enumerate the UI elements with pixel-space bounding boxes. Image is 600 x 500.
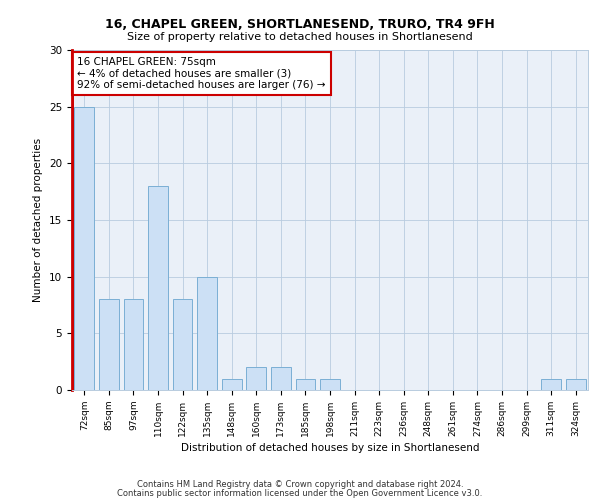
Bar: [124, 300, 143, 390]
Text: Contains HM Land Registry data © Crown copyright and database right 2024.: Contains HM Land Registry data © Crown c…: [137, 480, 463, 489]
Bar: [222, 378, 242, 390]
Bar: [296, 378, 315, 390]
Bar: [197, 276, 217, 390]
Text: Contains public sector information licensed under the Open Government Licence v3: Contains public sector information licen…: [118, 488, 482, 498]
Bar: [566, 378, 586, 390]
Bar: [74, 106, 94, 390]
Text: 16 CHAPEL GREEN: 75sqm
← 4% of detached houses are smaller (3)
92% of semi-detac: 16 CHAPEL GREEN: 75sqm ← 4% of detached …: [77, 57, 326, 90]
Bar: [247, 368, 266, 390]
Y-axis label: Number of detached properties: Number of detached properties: [34, 138, 43, 302]
Bar: [148, 186, 168, 390]
Bar: [320, 378, 340, 390]
Bar: [541, 378, 561, 390]
Bar: [99, 300, 119, 390]
X-axis label: Distribution of detached houses by size in Shortlanesend: Distribution of detached houses by size …: [181, 443, 479, 453]
Bar: [271, 368, 290, 390]
Text: 16, CHAPEL GREEN, SHORTLANESEND, TRURO, TR4 9FH: 16, CHAPEL GREEN, SHORTLANESEND, TRURO, …: [105, 18, 495, 30]
Text: Size of property relative to detached houses in Shortlanesend: Size of property relative to detached ho…: [127, 32, 473, 42]
Bar: [173, 300, 193, 390]
